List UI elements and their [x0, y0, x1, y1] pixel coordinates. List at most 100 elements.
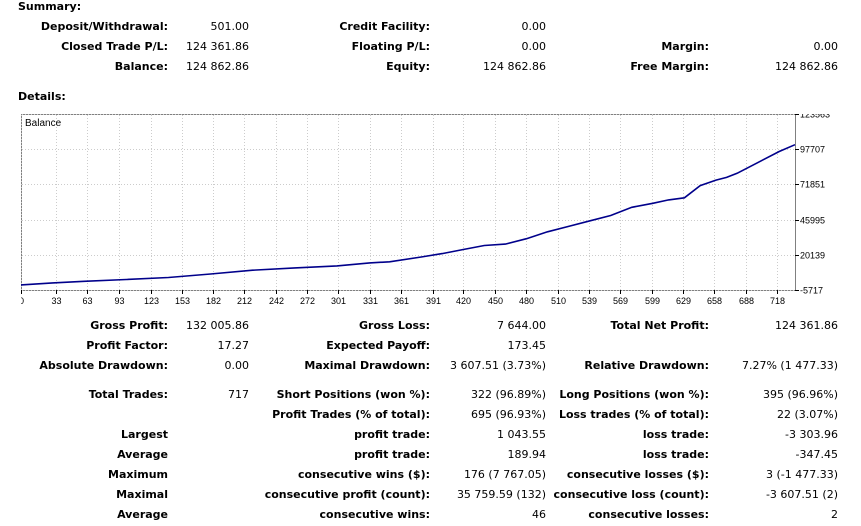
summary-label: Margin: [661, 40, 709, 53]
x-tick-label: 688 [739, 296, 754, 306]
stat-label: consecutive loss (count): [553, 488, 709, 501]
chart-x-axis: 0 33 63 93 123 153 182 212 242 272 301 331 361 391 420… [21, 290, 785, 306]
stat-label: profit trade: [354, 428, 430, 441]
summary-label: Equity: [386, 60, 430, 73]
x-tick-label: 33 [51, 296, 61, 306]
stat-value: 22 (3.07%) [776, 408, 838, 421]
stat-value: 7.27% (1 477.33) [741, 359, 838, 372]
stat-label: Average [117, 508, 168, 521]
stat-value: -3 607.51 (2) [765, 488, 838, 501]
chart-plot-border [21, 114, 796, 291]
stat-value: 189.94 [507, 448, 547, 461]
chart-series [21, 143, 796, 286]
stat-value: -347.45 [795, 448, 838, 461]
x-tick-label: 123 [144, 296, 159, 306]
y-tick-label: 71851 [800, 180, 825, 190]
stat-label: Total Net Profit: [610, 319, 710, 332]
x-tick-label: 539 [582, 296, 597, 306]
stat-label: profit trade: [354, 448, 430, 461]
x-tick-label: 718 [770, 296, 785, 306]
stat-value: 0.00 [224, 359, 250, 372]
x-tick-label: 301 [331, 296, 346, 306]
summary-label: Deposit/Withdrawal: [40, 20, 168, 33]
stat-label: consecutive wins ($): [297, 468, 430, 481]
summary-value: 501.00 [210, 20, 250, 33]
stat-value: 176 (7 767.05) [463, 468, 546, 481]
stat-label: Total Trades: [88, 388, 168, 401]
summary-value: 124 862.86 [775, 60, 838, 73]
summary-label: Free Margin: [630, 60, 709, 73]
stat-label: Average [117, 448, 168, 461]
stat-value: 1 043.55 [497, 428, 546, 441]
y-tick-label: -5717 [800, 286, 823, 296]
stat-label: Profit Trades (% of total): [272, 408, 430, 421]
x-tick-label: 153 [175, 296, 190, 306]
stat-value: 395 (96.96%) [762, 388, 838, 401]
x-tick-label: 420 [456, 296, 471, 306]
summary-label: Floating P/L: [351, 40, 430, 53]
summary-heading: Summary: [18, 0, 82, 13]
stat-value: 17.27 [217, 339, 250, 352]
stat-label: consecutive losses: [588, 508, 709, 521]
chart-title: Balance [25, 118, 62, 129]
stat-label: Gross Loss: [359, 319, 430, 332]
stat-label: Largest [121, 428, 168, 441]
x-tick-label: 510 [551, 296, 566, 306]
stat-value: 173.45 [507, 339, 547, 352]
x-tick-label: 361 [394, 296, 409, 306]
x-tick-label: 629 [676, 296, 691, 306]
chart-y-axis: 123563 97707 71851 45995 20139 -5717 [795, 114, 830, 296]
stat-label: consecutive wins: [319, 508, 430, 521]
stat-value: 46 [532, 508, 546, 521]
balance-chart: Balance 0 33 63 93 123 153 182 212 242 272 301 331 3… [21, 114, 830, 306]
x-tick-label: 182 [206, 296, 221, 306]
summary-value: 124 361.86 [186, 40, 249, 53]
x-tick-label: 331 [363, 296, 378, 306]
summary-value: 124 862.86 [186, 60, 249, 73]
stat-label: Short Positions (won %): [276, 388, 430, 401]
stat-value: 3 (-1 477.33) [765, 468, 838, 481]
summary-label: Balance: [114, 60, 168, 73]
stat-label: consecutive losses ($): [566, 468, 709, 481]
summary-label: Credit Facility: [339, 20, 430, 33]
stat-value: 2 [831, 508, 838, 521]
stat-value: 3 607.51 (3.73%) [449, 359, 546, 372]
x-tick-label: 391 [426, 296, 441, 306]
stat-value: -3 303.96 [785, 428, 838, 441]
stat-label: Gross Profit: [90, 319, 168, 332]
stat-value: 124 361.86 [775, 319, 838, 332]
stat-value: 695 (96.93%) [470, 408, 546, 421]
x-tick-label: 242 [269, 296, 284, 306]
details-heading: Details: [18, 90, 66, 103]
x-tick-label: 599 [645, 296, 660, 306]
stat-label: Profit Factor: [86, 339, 168, 352]
stat-value: 35 759.59 (132) [456, 488, 546, 501]
y-tick-label: 45995 [800, 216, 825, 226]
y-tick-label: 20139 [800, 251, 825, 261]
stat-label: Maximal Drawdown: [304, 359, 430, 372]
stat-label: loss trade: [642, 448, 709, 461]
stat-label: Absolute Drawdown: [39, 359, 168, 372]
y-tick-label: 97707 [800, 145, 825, 155]
x-tick-label: 272 [300, 296, 315, 306]
stat-label: Maximal [116, 488, 168, 501]
stat-value: 717 [228, 388, 249, 401]
stat-label: consecutive profit (count): [264, 488, 430, 501]
summary-value: 0.00 [521, 20, 547, 33]
stat-label: Long Positions (won %): [559, 388, 709, 401]
stat-value: 322 (96.89%) [470, 388, 546, 401]
stat-label: Loss trades (% of total): [558, 408, 709, 421]
x-tick-label: 212 [237, 296, 252, 306]
summary-value: 0.00 [521, 40, 547, 53]
balance-line [21, 143, 796, 286]
x-tick-label: 450 [488, 296, 503, 306]
stat-label: Relative Drawdown: [584, 359, 709, 372]
x-tick-label: 569 [613, 296, 628, 306]
x-tick-label: 0 [21, 296, 24, 306]
x-tick-label: 93 [114, 296, 124, 306]
stat-value: 132 005.86 [186, 319, 249, 332]
y-tick-label: 123563 [800, 114, 830, 120]
stat-label: loss trade: [642, 428, 709, 441]
stat-label: Expected Payoff: [326, 339, 430, 352]
summary-value: 124 862.86 [483, 60, 546, 73]
